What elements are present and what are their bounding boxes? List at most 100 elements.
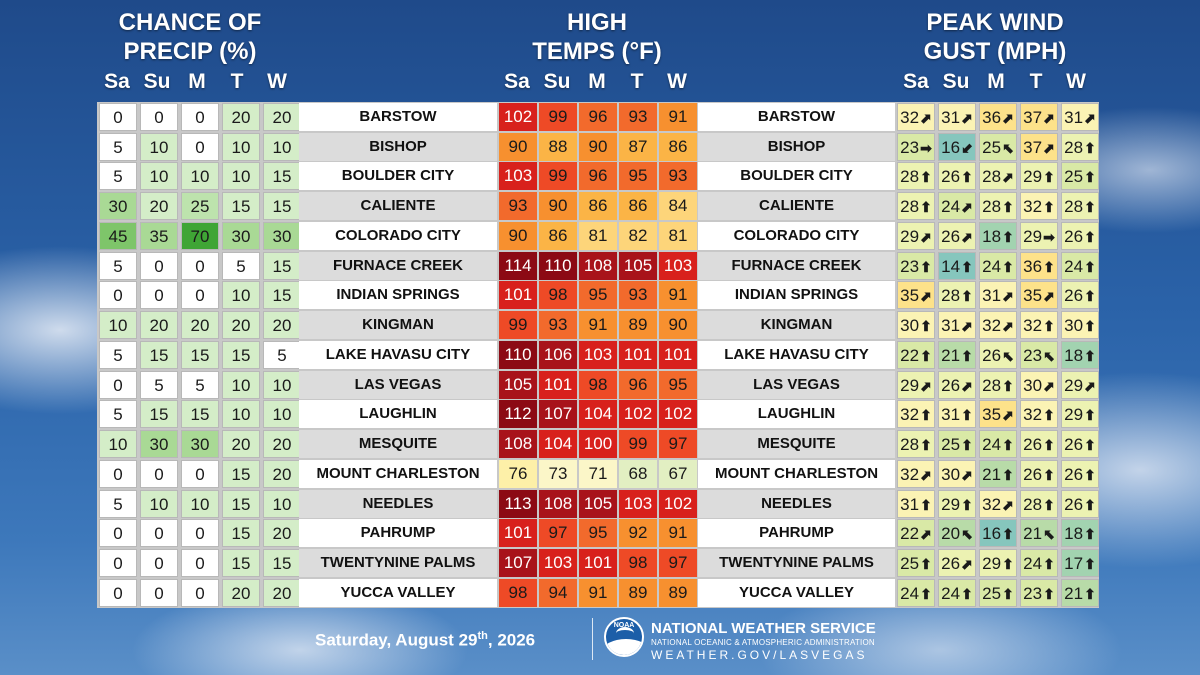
precip-cell: 0 — [140, 578, 178, 607]
temp-cell: 86 — [539, 221, 577, 250]
temp-cell: 94 — [539, 578, 577, 607]
temp-cell: 103 — [539, 549, 577, 578]
temp-cell: 89 — [619, 578, 657, 607]
precip-cell: 10 — [263, 489, 301, 518]
wind-direction-icon: ➡ — [920, 139, 932, 156]
precip-cell: 0 — [140, 519, 178, 548]
city-name: LAKE HAVASU CITY — [698, 340, 895, 369]
city-name: BOULDER CITY — [299, 162, 497, 191]
precip-cell: 0 — [99, 370, 137, 399]
gust-cell: 18⬆ — [1061, 519, 1099, 548]
temp-cell: 108 — [499, 430, 537, 459]
wind-direction-icon: ⬈ — [920, 288, 932, 305]
gust-cell: 25⬆ — [938, 430, 976, 459]
wind-direction-icon: ⬈ — [920, 526, 932, 543]
precip-cell: 0 — [181, 132, 219, 161]
temp-cell: 100 — [579, 430, 617, 459]
temp-cell: 95 — [619, 162, 657, 191]
wind-direction-icon: ⬆ — [1043, 169, 1055, 186]
city-name: LAKE HAVASU CITY — [299, 340, 497, 369]
temps-days: Sa Su M T W — [497, 70, 697, 100]
gust-cell: 17⬆ — [1061, 549, 1099, 578]
org-name: NATIONAL WEATHER SERVICE — [651, 620, 876, 637]
wind-direction-icon: ⬉ — [961, 526, 973, 543]
gust-cell: 25⬉ — [979, 132, 1017, 161]
temp-cell: 93 — [619, 281, 657, 310]
temp-cell: 104 — [539, 430, 577, 459]
gust-value: 32 — [900, 107, 920, 127]
temp-cell: 105 — [579, 489, 617, 518]
day-label: W — [1066, 70, 1086, 93]
precip-cell: 5 — [99, 340, 137, 369]
gust-value: 30 — [1064, 316, 1084, 336]
precip-cell: 15 — [222, 519, 260, 548]
gust-cell: 26⬈ — [938, 370, 976, 399]
org-sub: NATIONAL OCEANIC & ATMOSPHERIC ADMINISTR… — [651, 638, 875, 647]
precip-cell: 30 — [99, 192, 137, 221]
precip-cell: 0 — [140, 281, 178, 310]
day-label: W — [667, 70, 687, 93]
date-main: Saturday, August 29 — [315, 630, 478, 650]
precip-cell: 15 — [222, 459, 260, 488]
forecast-table: 0 0 0 20 20 BARSTOW 102 99 96 93 91 BARSTOW 32⬈ 31⬈ 36… — [97, 102, 1099, 608]
table-row: 5 0 0 5 15 FURNACE CREEK 114 110 108 105 103 FURNAC… — [97, 251, 1099, 280]
temps-header: HIGH TEMPS (°F) — [497, 8, 697, 66]
gust-value: 28 — [982, 375, 1002, 395]
city-name: BOULDER CITY — [698, 162, 895, 191]
city-name: LAUGHLIN — [698, 400, 895, 429]
wind-direction-icon: ⬈ — [961, 199, 973, 216]
city-name: MOUNT CHARLESTON — [698, 459, 895, 488]
temp-cell: 93 — [619, 102, 657, 131]
precip-cell: 0 — [99, 102, 137, 131]
gust-value: 32 — [900, 464, 920, 484]
precip-cell: 5 — [99, 489, 137, 518]
temp-cell: 98 — [619, 549, 657, 578]
footer-divider — [592, 618, 593, 660]
gust-cell: 24⬆ — [979, 430, 1017, 459]
gust-value: 26 — [941, 375, 961, 395]
wind-direction-icon: ⬆ — [1084, 496, 1096, 513]
gust-cell: 31⬈ — [938, 102, 976, 131]
gust-value: 18 — [1064, 524, 1084, 544]
city-name: COLORADO CITY — [698, 221, 895, 250]
gust-cell: 21⬆ — [979, 459, 1017, 488]
wind-direction-icon: ⬉ — [1002, 139, 1014, 156]
precip-cell: 20 — [181, 311, 219, 340]
gust-value: 29 — [1064, 405, 1084, 425]
temp-cell: 91 — [579, 578, 617, 607]
day-label: Sa — [104, 70, 130, 93]
precip-cell: 0 — [99, 459, 137, 488]
wind-direction-icon: ⬆ — [920, 407, 932, 424]
wind-direction-icon: ⬆ — [1043, 437, 1055, 454]
gust-cell: 35⬈ — [979, 400, 1017, 429]
wind-direction-icon: ⬆ — [961, 347, 973, 364]
wind-direction-icon: ⬆ — [920, 347, 932, 364]
precip-cell: 70 — [181, 221, 219, 250]
table-row: 10 20 20 20 20 KINGMAN 99 93 91 89 90 KINGMAN 30⬆ 31⬈… — [97, 311, 1099, 340]
precip-cell: 15 — [140, 340, 178, 369]
wind-direction-icon: ⬋ — [961, 139, 973, 156]
gust-value: 31 — [900, 494, 920, 514]
gust-cell: 21⬉ — [1020, 519, 1058, 548]
temp-cell: 103 — [499, 162, 537, 191]
precip-cell: 15 — [222, 192, 260, 221]
gust-value: 26 — [1064, 226, 1084, 246]
precip-cell: 5 — [99, 162, 137, 191]
temp-cell: 95 — [579, 519, 617, 548]
wind-direction-icon: ⬆ — [920, 437, 932, 454]
temp-cell: 86 — [659, 132, 697, 161]
wind-direction-icon: ⬆ — [961, 169, 973, 186]
precip-cell: 5 — [99, 251, 137, 280]
gust-value: 24 — [982, 256, 1002, 276]
gust-cell: 26⬆ — [1061, 430, 1099, 459]
gust-value: 26 — [1064, 286, 1084, 306]
wind-direction-icon: ⬈ — [920, 377, 932, 394]
gust-cell: 16⬋ — [938, 132, 976, 161]
temp-cell: 97 — [539, 519, 577, 548]
gust-value: 18 — [982, 226, 1002, 246]
gust-value: 32 — [982, 316, 1002, 336]
gust-value: 28 — [1064, 137, 1084, 157]
gust-value: 30 — [941, 464, 961, 484]
table-row: 0 5 5 10 10 LAS VEGAS 105 101 98 96 95 LAS VEGAS 29⬈… — [97, 370, 1099, 399]
gust-cell: 25⬆ — [1061, 162, 1099, 191]
